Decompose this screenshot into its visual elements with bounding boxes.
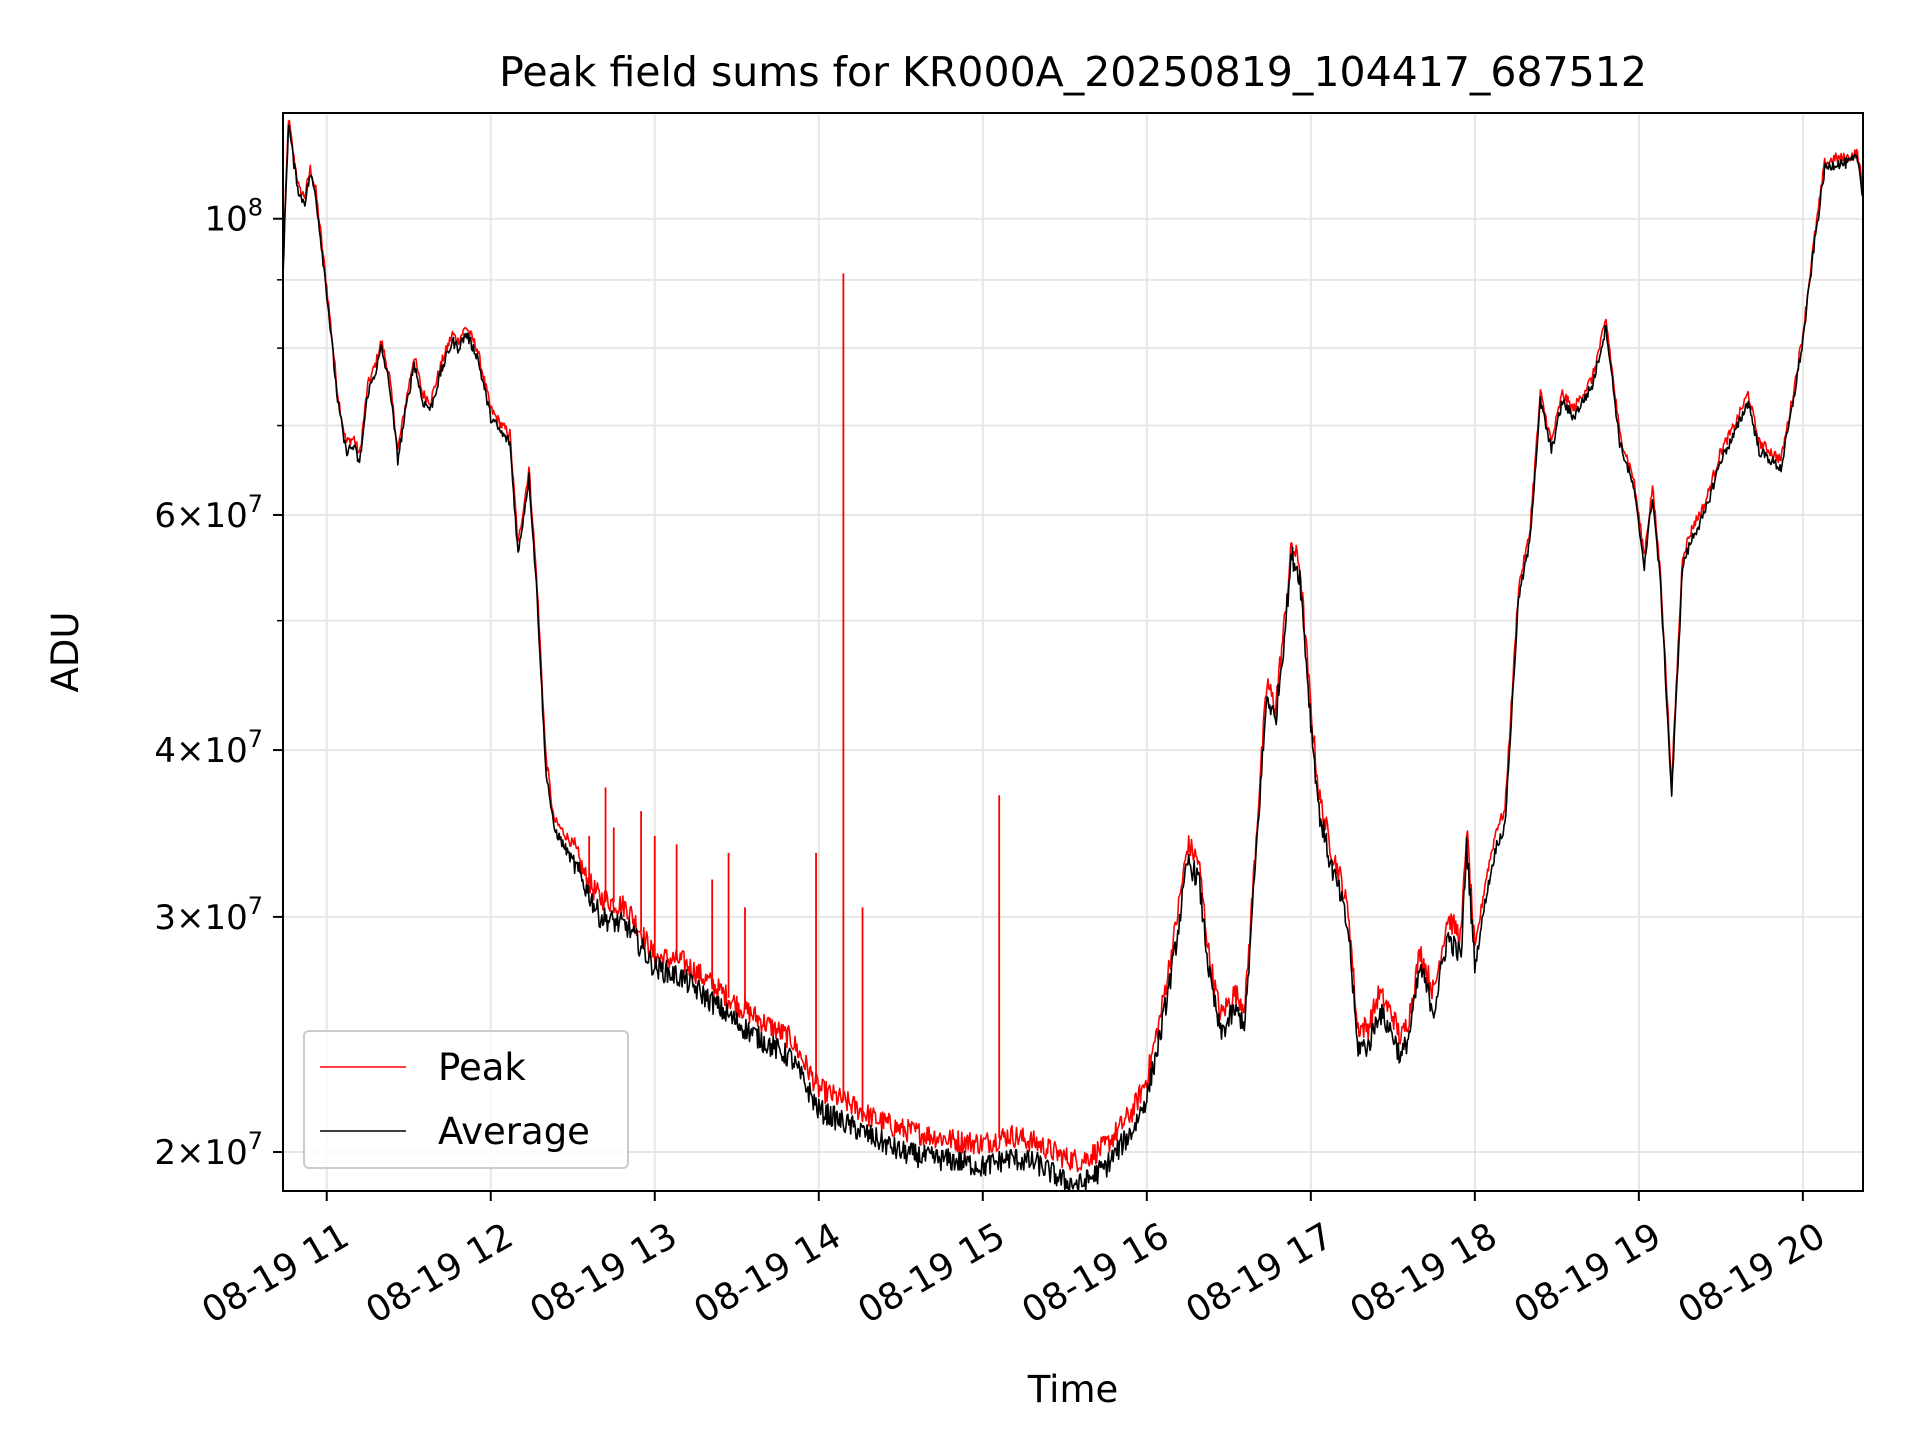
chart-title: Peak field sums for KR000A_20250819_1044… [499,48,1647,96]
legend-box [303,1030,629,1169]
legend: Peak Average [303,1030,629,1169]
y-tick-label: 2×107 [154,1127,263,1173]
plot-frame [282,112,1864,1192]
legend-label-peak: Peak [438,1046,526,1089]
y-axis-ticks: 2×107 3×107 4×107 6×107 108 [154,194,283,1173]
grid [283,113,1863,1191]
legend-label-average: Average [438,1110,590,1153]
y-tick-label: 4×107 [154,725,263,771]
series-line-average [282,124,1864,1192]
y-tick-label: 6×107 [154,490,263,536]
y-tick-label: 3×107 [154,892,263,938]
y-axis-label: ADU [44,612,87,693]
x-axis-label: Time [1027,1368,1119,1411]
y-tick-label: 108 [204,194,263,240]
series-line-peak [282,119,1864,1173]
plot-series [282,119,1864,1192]
